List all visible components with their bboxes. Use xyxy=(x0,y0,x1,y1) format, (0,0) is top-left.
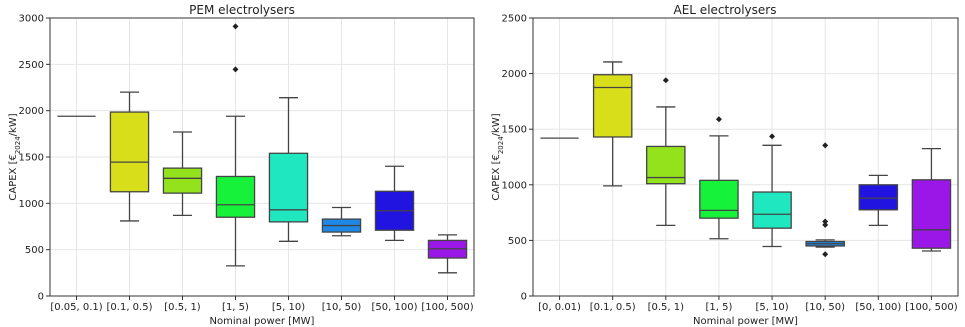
pem-x-tick-label: [0.5, 1) xyxy=(164,302,201,313)
pem-box-plot: PEM electrolysers 0 500 1000 1500 2000 2500 30… xyxy=(8,3,475,327)
pem-x-tick-label: [5, 10) xyxy=(272,302,305,313)
iqr-box xyxy=(215,175,256,218)
outlier-point xyxy=(662,77,669,84)
ael-plot-frame xyxy=(532,17,959,297)
pem-x-tick-label: [0.05, 0.1) xyxy=(50,302,102,313)
ael-x-tick-label: [5, 10) xyxy=(755,302,788,313)
pem-y-tick-label: 500 xyxy=(25,245,44,256)
pem-box-2 xyxy=(162,131,203,217)
pem-x-tick-label: [50, 100) xyxy=(372,302,418,313)
ael-x-axis-title: Nominal power [MW] xyxy=(693,316,798,327)
iqr-box xyxy=(699,179,739,219)
pem-y-tick-label: 1000 xyxy=(19,199,44,210)
iqr-box xyxy=(911,179,952,249)
outlier-point xyxy=(822,251,829,258)
ael-x-tick-label: [0.1, 0.5) xyxy=(590,302,636,313)
pem-x-axis-title: Nominal power [MW] xyxy=(210,316,315,327)
pem-box-6 xyxy=(374,165,415,242)
ael-box-1 xyxy=(592,61,633,187)
ael-y-tick-label: 1000 xyxy=(502,180,527,191)
iqr-box xyxy=(592,74,633,138)
pem-box-5 xyxy=(321,206,362,237)
ael-box-plot: AEL electrolysers 0 500 1000 1500 2000 2500 [0… xyxy=(491,3,959,327)
ael-y-axis-title: CAPEX [€2024/kW] xyxy=(491,113,505,200)
ael-x-tick-label: [1, 5) xyxy=(705,302,732,313)
ael-y-tick-label: 0 xyxy=(521,292,527,303)
iqr-box xyxy=(752,191,792,229)
iqr-box xyxy=(162,167,203,194)
pem-box-7 xyxy=(427,234,468,274)
ael-box-2 xyxy=(646,77,686,227)
ael-y-tick-label: 2500 xyxy=(502,14,527,25)
ael-box-5 xyxy=(805,142,845,258)
ael-y-tick-label: 500 xyxy=(508,236,527,247)
pem-y-tick-label: 3000 xyxy=(19,14,44,25)
ael-y-tick-label: 2000 xyxy=(502,69,527,80)
outlier-point xyxy=(822,142,829,149)
iqr-box xyxy=(109,111,150,193)
pem-box-4 xyxy=(268,97,309,242)
pem-x-tick-label: [10, 50) xyxy=(322,302,362,313)
outlier-point xyxy=(715,116,722,123)
ael-box-4 xyxy=(752,133,792,248)
pem-box-3 xyxy=(215,23,256,267)
ael-x-tick-label: [0, 0.01) xyxy=(538,302,581,313)
ael-box-3 xyxy=(699,116,739,240)
ael-chart-title: AEL electrolysers xyxy=(674,3,777,17)
ael-box-7 xyxy=(911,148,952,252)
ael-box-6 xyxy=(858,174,899,227)
pem-x-tick-label: [100, 500) xyxy=(421,302,473,313)
ael-x-tick-label: [50, 100) xyxy=(855,302,901,313)
outlier-point xyxy=(822,221,829,228)
pem-x-tick-label: [1, 5) xyxy=(222,302,249,313)
pem-y-tick-label: 2500 xyxy=(19,60,44,71)
pem-chart-title: PEM electrolysers xyxy=(189,3,295,17)
pem-y-axis-title: CAPEX [€2024/kW] xyxy=(8,113,22,200)
ael-x-tick-label: [0.5, 1) xyxy=(648,302,685,313)
outlier-point xyxy=(232,23,239,30)
iqr-box xyxy=(268,152,309,223)
pem-y-tick-label: 1500 xyxy=(19,153,44,164)
iqr-box xyxy=(858,184,899,211)
pem-y-tick-label: 0 xyxy=(38,292,44,303)
pem-y-tick-label: 2000 xyxy=(19,106,44,117)
pem-box-1 xyxy=(109,91,150,222)
pem-x-tick-label: [0.1, 0.5) xyxy=(107,302,153,313)
outlier-point xyxy=(822,218,829,225)
ael-y-tick-label: 1500 xyxy=(502,125,527,136)
outlier-point xyxy=(232,66,239,73)
pem-plot-frame xyxy=(49,17,475,297)
outlier-point xyxy=(769,133,776,140)
ael-x-tick-label: [100, 500) xyxy=(905,302,957,313)
ael-x-tick-label: [10, 50) xyxy=(805,302,845,313)
